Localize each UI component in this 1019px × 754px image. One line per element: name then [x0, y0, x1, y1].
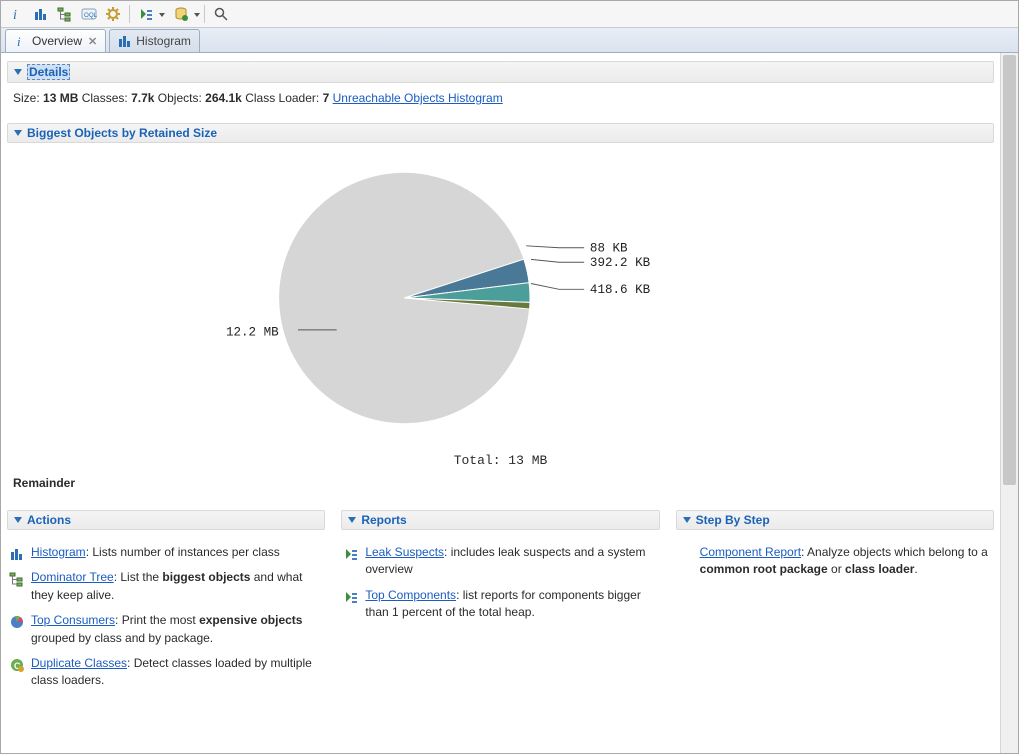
chevron-down-icon [14, 69, 22, 75]
pie-icon [9, 613, 25, 629]
item-link[interactable]: Histogram [31, 545, 86, 559]
report-icon [343, 588, 359, 604]
item-text: Leak Suspects: includes leak suspects an… [365, 544, 657, 579]
step-list: Component Report: Analyze objects which … [676, 534, 994, 583]
tab-label: Overview [32, 34, 82, 48]
tab-overview[interactable]: i Overview ✕ [5, 29, 106, 52]
chevron-down-icon [14, 130, 22, 136]
chevron-down-icon[interactable] [194, 13, 200, 17]
tree-icon [9, 570, 25, 586]
item-link[interactable]: Top Components [365, 588, 456, 602]
gear-icon[interactable] [101, 3, 125, 25]
vertical-scrollbar[interactable] [1000, 53, 1018, 753]
toolbar-separator [204, 5, 205, 23]
chevron-down-icon [348, 517, 356, 523]
item-link[interactable]: Component Report [700, 545, 801, 559]
list-item: Top Components: list reports for compone… [341, 583, 659, 626]
list-item: Leak Suspects: includes leak suspects an… [341, 540, 659, 583]
oql-icon[interactable]: OQL [77, 3, 101, 25]
tab-label: Histogram [136, 34, 191, 48]
histogram-icon [9, 545, 25, 561]
section-title: Reports [361, 513, 406, 527]
svg-text:418.6 KB: 418.6 KB [589, 283, 650, 297]
item-text: Dominator Tree: List the biggest objects… [31, 569, 323, 604]
chevron-down-icon [14, 517, 22, 523]
report-icon [343, 545, 359, 561]
item-text: Top Components: list reports for compone… [365, 587, 657, 622]
toolbar-separator [129, 5, 130, 23]
info-icon: i [14, 34, 28, 48]
pie-chart-svg: 12.2 MB 418.6 KB 392.2 KB88 KB [201, 153, 801, 443]
svg-text:392.2 KB: 392.2 KB [589, 256, 650, 270]
search-icon[interactable] [209, 3, 233, 25]
item-link[interactable]: Duplicate Classes [31, 656, 127, 670]
section-details-header[interactable]: Details [7, 61, 994, 83]
query-db-button[interactable] [169, 3, 200, 25]
chevron-down-icon [683, 517, 691, 523]
list-item: Top Consumers: Print the most expensive … [7, 608, 325, 651]
item-text: Top Consumers: Print the most expensive … [31, 612, 323, 647]
details-summary: Size: 13 MB Classes: 7.7k Objects: 264.1… [7, 87, 994, 121]
pie-total-label: Total: 13 MB [454, 453, 548, 468]
item-link[interactable]: Dominator Tree [31, 570, 114, 584]
actions-list: Histogram: Lists number of instances per… [7, 534, 325, 694]
svg-text:88 KB: 88 KB [589, 242, 627, 256]
section-reports-header[interactable]: Reports [341, 510, 659, 530]
list-item: Histogram: Lists number of instances per… [7, 540, 325, 565]
svg-text:12.2 MB: 12.2 MB [225, 326, 278, 340]
reports-list: Leak Suspects: includes leak suspects an… [341, 534, 659, 626]
unreachable-objects-link[interactable]: Unreachable Objects Histogram [333, 91, 503, 105]
item-text: Component Report: Analyze objects which … [700, 544, 992, 579]
svg-text:OQL: OQL [84, 12, 97, 19]
close-icon[interactable]: ✕ [88, 35, 97, 48]
section-biggest-header[interactable]: Biggest Objects by Retained Size [7, 123, 994, 143]
list-item: Component Report: Analyze objects which … [676, 540, 994, 583]
item-link[interactable]: Leak Suspects [365, 545, 444, 559]
chevron-down-icon[interactable] [159, 13, 165, 17]
section-title: Biggest Objects by Retained Size [27, 126, 217, 140]
remainder-label: Remainder [13, 476, 994, 490]
section-title: Step By Step [696, 513, 770, 527]
editor-tabstrip: i Overview ✕ Histogram [1, 28, 1018, 53]
item-text: Duplicate Classes: Detect classes loaded… [31, 655, 323, 690]
section-title: Details [27, 64, 70, 80]
histogram-icon [118, 34, 132, 48]
dup-icon: C [9, 656, 25, 672]
svg-text:i: i [13, 8, 17, 22]
svg-text:i: i [17, 34, 21, 48]
section-title: Actions [27, 513, 71, 527]
histogram-icon[interactable] [29, 3, 53, 25]
overview-content: Details Size: 13 MB Classes: 7.7k Object… [1, 53, 1000, 753]
section-step-header[interactable]: Step By Step [676, 510, 994, 530]
scrollbar-thumb[interactable] [1003, 55, 1016, 485]
section-actions-header[interactable]: Actions [7, 510, 325, 530]
list-item: C Duplicate Classes: Detect classes loade… [7, 651, 325, 694]
pie-chart: 12.2 MB 418.6 KB 392.2 KB88 KB Total: 13 M… [7, 153, 994, 468]
main-toolbar: i OQL [1, 1, 1018, 28]
list-item: Dominator Tree: List the biggest objects… [7, 565, 325, 608]
item-link[interactable]: Top Consumers [31, 613, 115, 627]
info-icon[interactable]: i [5, 3, 29, 25]
none-icon [678, 545, 694, 561]
tree-icon[interactable] [53, 3, 77, 25]
tab-histogram[interactable]: Histogram [109, 29, 200, 52]
run-query-button[interactable] [134, 3, 165, 25]
item-text: Histogram: Lists number of instances per… [31, 544, 323, 561]
